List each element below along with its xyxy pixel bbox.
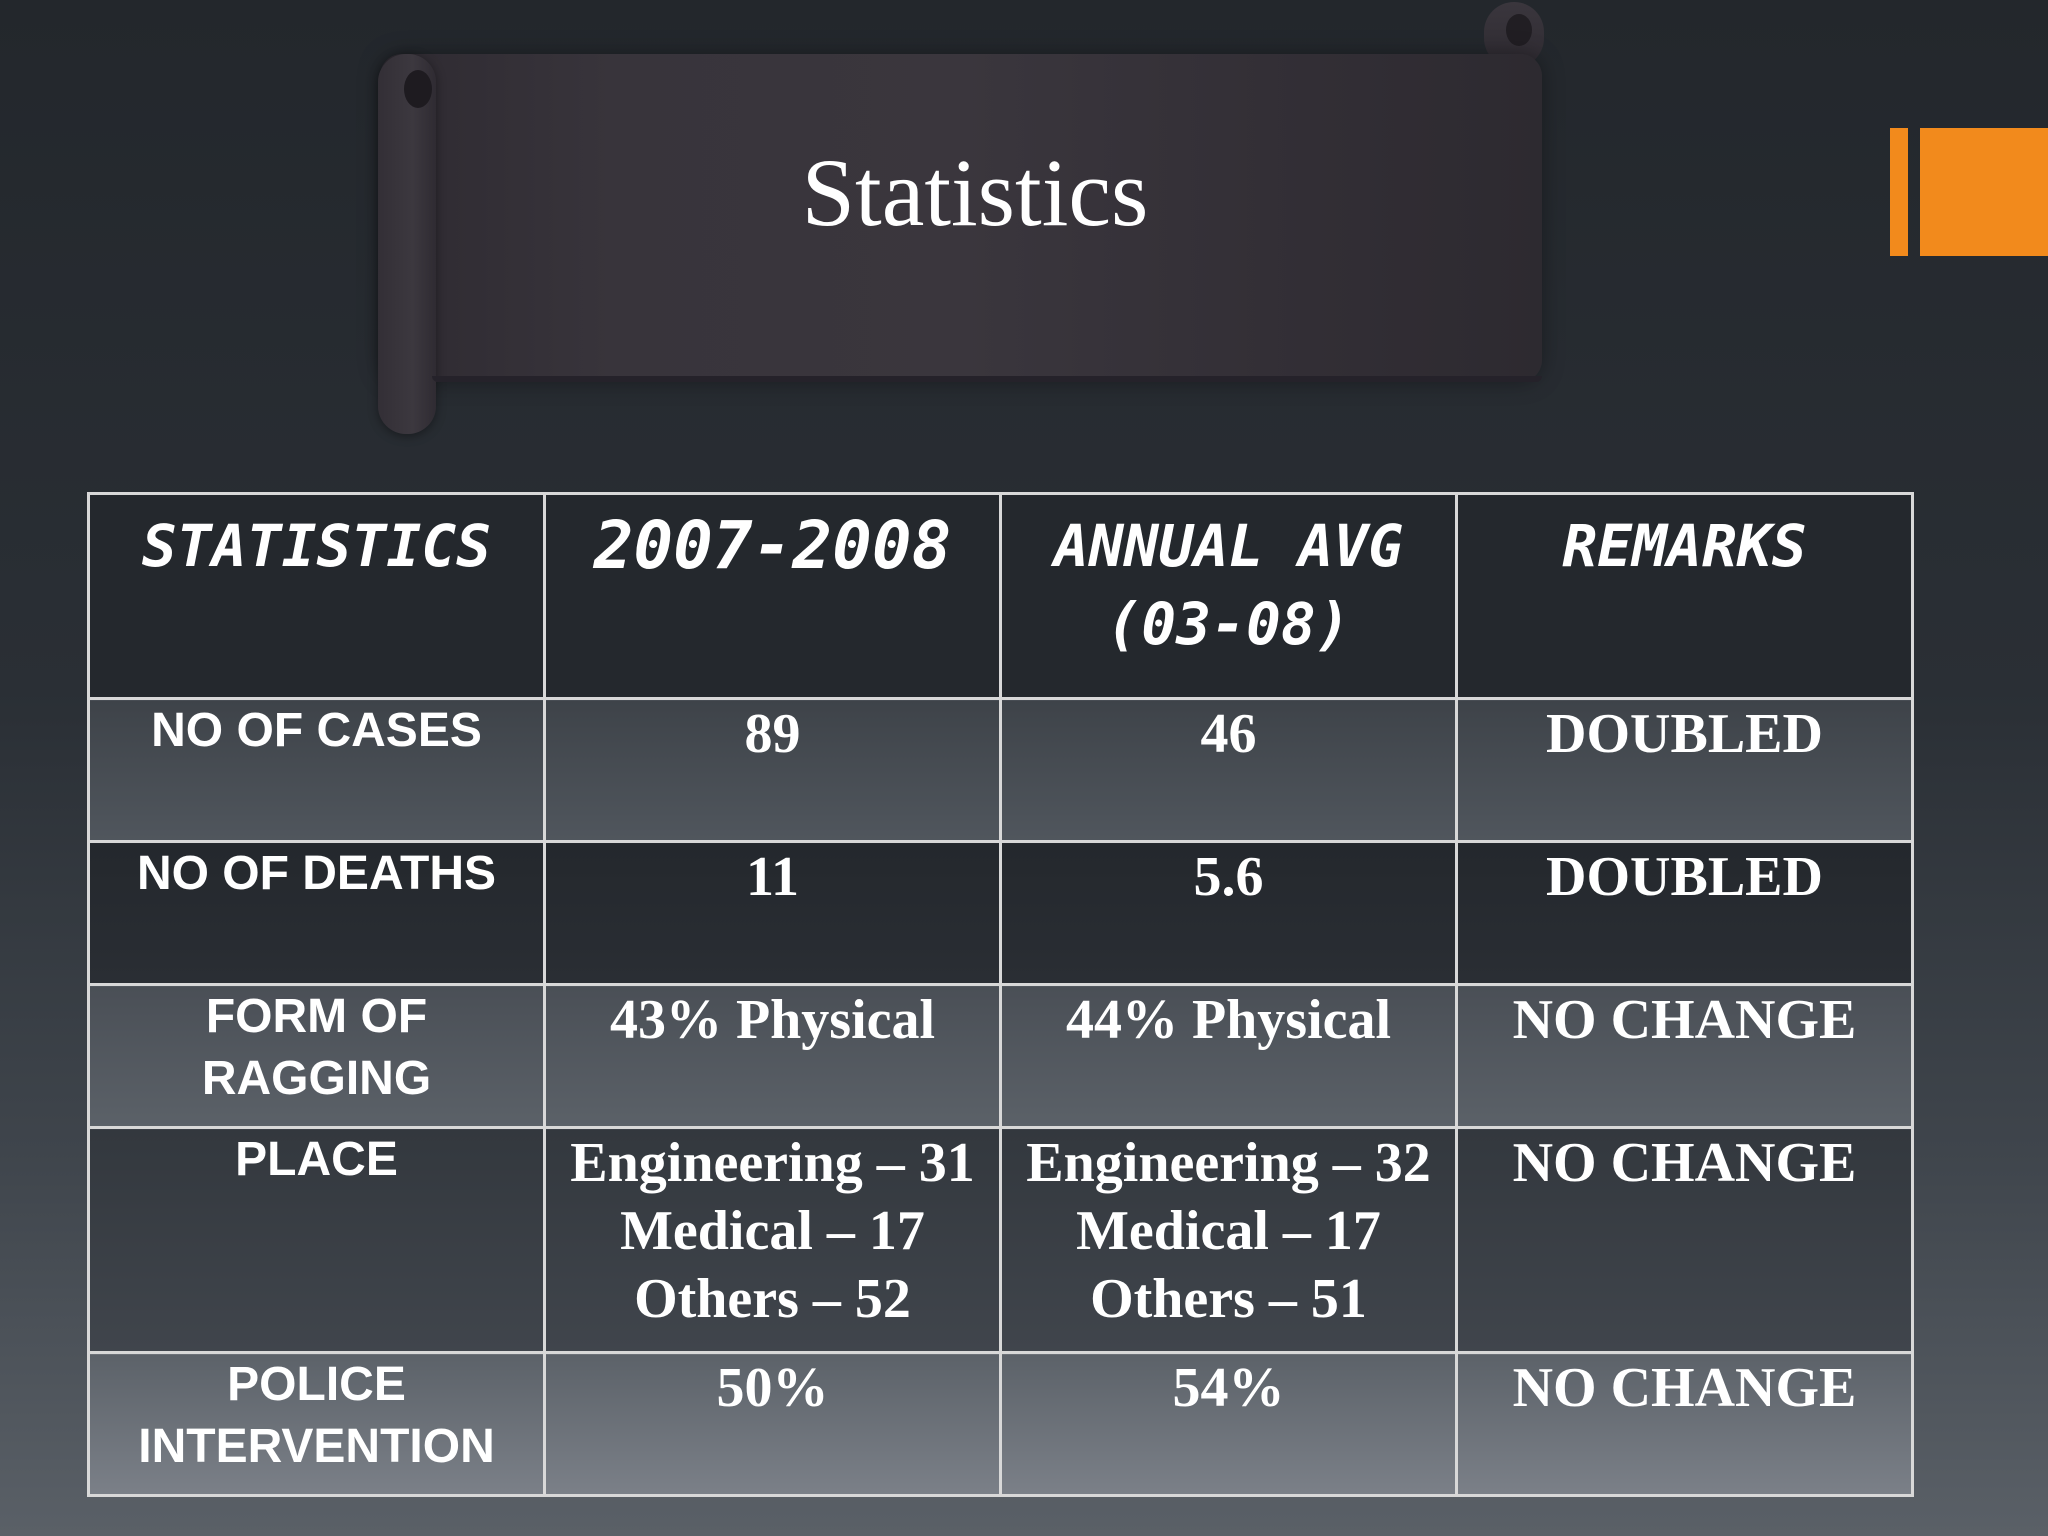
table-row: POLICE INTERVENTION 50% 54% NO CHANGE bbox=[87, 1351, 1914, 1497]
scroll-curl-hole-left bbox=[404, 70, 432, 108]
remarks-value: NO CHANGE bbox=[1512, 1132, 1857, 1194]
row-label-cell: NO OF CASES bbox=[87, 697, 546, 843]
scroll-curl-hole-top-right bbox=[1506, 14, 1532, 46]
avg-value-cell: 54% bbox=[999, 1351, 1458, 1497]
avg-value-cell: 46 bbox=[999, 697, 1458, 843]
year-value-cell: 11 bbox=[543, 840, 1002, 986]
slide-title: Statistics bbox=[801, 139, 1149, 246]
row-label: PLACE bbox=[235, 1133, 398, 1186]
table-row: NO OF CASES 89 46 DOUBLED bbox=[87, 697, 1914, 843]
avg-value: Engineering – 32 bbox=[1026, 1132, 1431, 1194]
avg-value: Others – 51 bbox=[1090, 1268, 1367, 1330]
accent-bar-thin bbox=[1890, 128, 1908, 256]
remarks-cell: NO CHANGE bbox=[1455, 983, 1914, 1129]
row-label-cell: NO OF DEATHS bbox=[87, 840, 546, 986]
year-value-cell: 50% bbox=[543, 1351, 1002, 1497]
year-value: 11 bbox=[746, 846, 799, 908]
remarks-value: DOUBLED bbox=[1546, 846, 1823, 908]
table-row: NO OF DEATHS 11 5.6 DOUBLED bbox=[87, 840, 1914, 986]
remarks-cell: DOUBLED bbox=[1455, 840, 1914, 986]
header-text: STATISTICS bbox=[141, 512, 492, 580]
scroll-curl-left bbox=[378, 54, 436, 434]
accent-bar-thick bbox=[1920, 128, 2048, 256]
year-value-cell: Engineering – 31 Medical – 17 Others – 5… bbox=[543, 1126, 1002, 1354]
row-label: POLICE bbox=[227, 1358, 406, 1411]
header-text: 2007-2008 bbox=[593, 507, 952, 584]
table-row: PLACE Engineering – 31 Medical – 17 Othe… bbox=[87, 1126, 1914, 1354]
row-label: FORM OF bbox=[205, 990, 428, 1043]
year-value-cell: 89 bbox=[543, 697, 1002, 843]
row-label-cell: POLICE INTERVENTION bbox=[87, 1351, 546, 1497]
header-cell-annual-avg: ANNUAL AVG (03-08) bbox=[999, 492, 1458, 700]
avg-value-cell: 5.6 bbox=[999, 840, 1458, 986]
header-text-line2: (03-08) bbox=[1106, 590, 1351, 658]
header-cell-statistics: STATISTICS bbox=[87, 492, 546, 700]
header-cell-year: 2007-2008 bbox=[543, 492, 1002, 700]
year-value-cell: 43% Physical bbox=[543, 983, 1002, 1129]
statistics-table: STATISTICS 2007-2008 ANNUAL AVG (03-08) … bbox=[87, 492, 1914, 1497]
remarks-value: NO CHANGE bbox=[1512, 989, 1857, 1051]
row-label-cell: PLACE bbox=[87, 1126, 546, 1354]
avg-value: 44% Physical bbox=[1065, 989, 1392, 1051]
avg-value: 46 bbox=[1200, 703, 1257, 765]
remarks-cell: NO CHANGE bbox=[1455, 1126, 1914, 1354]
row-label: NO OF DEATHS bbox=[136, 847, 497, 900]
remarks-value: NO CHANGE bbox=[1512, 1357, 1857, 1419]
remarks-value: DOUBLED bbox=[1546, 703, 1823, 765]
table-header-row: STATISTICS 2007-2008 ANNUAL AVG (03-08) … bbox=[87, 492, 1914, 700]
row-label: NO OF CASES bbox=[151, 704, 482, 757]
year-value: 50% bbox=[716, 1357, 829, 1419]
remarks-cell: DOUBLED bbox=[1455, 697, 1914, 843]
year-value: Engineering – 31 bbox=[570, 1132, 975, 1194]
header-text: REMARKS bbox=[1562, 512, 1807, 580]
avg-value: 5.6 bbox=[1193, 846, 1264, 908]
avg-value-cell: Engineering – 32 Medical – 17 Others – 5… bbox=[999, 1126, 1458, 1354]
title-scroll-banner bbox=[380, 54, 1542, 382]
header-text: ANNUAL AVG bbox=[1053, 512, 1404, 580]
avg-value-cell: 44% Physical bbox=[999, 983, 1458, 1129]
header-cell-remarks: REMARKS bbox=[1455, 492, 1914, 700]
year-value: Others – 52 bbox=[634, 1268, 911, 1330]
year-value: 43% Physical bbox=[609, 989, 936, 1051]
scroll-bottom-edge bbox=[432, 376, 1542, 382]
avg-value: Medical – 17 bbox=[1076, 1200, 1381, 1262]
row-label-line2: INTERVENTION bbox=[138, 1420, 495, 1473]
year-value: 89 bbox=[744, 703, 801, 765]
row-label-cell: FORM OF RAGGING bbox=[87, 983, 546, 1129]
remarks-cell: NO CHANGE bbox=[1455, 1351, 1914, 1497]
row-label-line2: RAGGING bbox=[201, 1052, 432, 1105]
avg-value: 54% bbox=[1172, 1357, 1285, 1419]
year-value: Medical – 17 bbox=[620, 1200, 925, 1262]
table-row: FORM OF RAGGING 43% Physical 44% Physica… bbox=[87, 983, 1914, 1129]
